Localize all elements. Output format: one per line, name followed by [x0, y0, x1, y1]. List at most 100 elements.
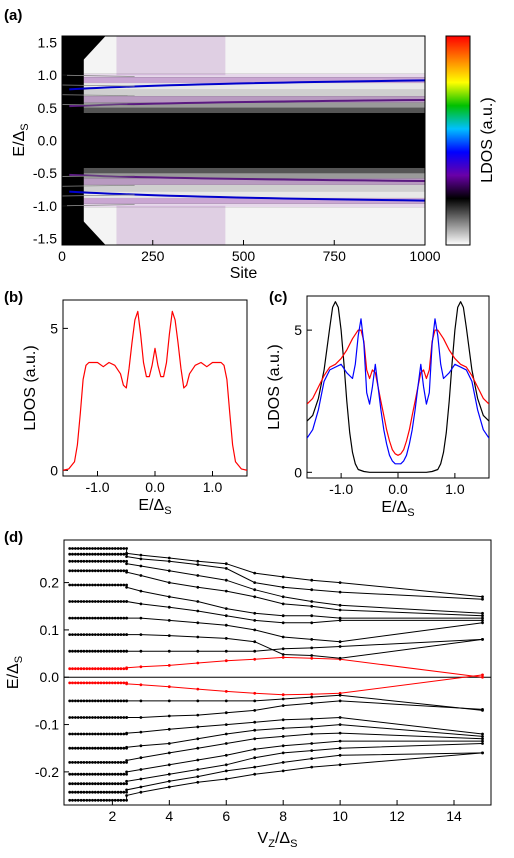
level-point — [125, 551, 128, 555]
level-point — [338, 603, 342, 607]
level-point — [338, 693, 342, 697]
level-point — [96, 667, 100, 671]
level-point — [281, 735, 285, 738]
level-point — [88, 583, 91, 587]
level-point — [125, 794, 128, 797]
level-point — [119, 600, 123, 603]
level-point — [139, 790, 143, 794]
x-tick-label: 0 — [58, 248, 66, 264]
level-point — [88, 699, 91, 703]
level-point — [111, 569, 114, 573]
y-tick-label: -0.1 — [35, 717, 59, 733]
level-point — [96, 746, 100, 750]
level-point — [125, 616, 128, 620]
level-point — [125, 666, 128, 670]
level-point — [125, 699, 128, 703]
level-point — [111, 782, 114, 786]
level-point — [310, 600, 314, 603]
level-point — [76, 633, 80, 636]
level-point — [119, 649, 123, 653]
level-point — [71, 782, 74, 786]
level-point — [74, 790, 77, 794]
level-point — [125, 731, 128, 735]
level-line-4 — [69, 601, 483, 624]
level-point — [85, 716, 89, 719]
heatmap-energy-strip — [83, 184, 425, 192]
level-point — [76, 547, 80, 550]
level-point — [196, 699, 200, 703]
level-point — [119, 772, 123, 776]
level-point — [310, 654, 314, 657]
level-point — [74, 761, 77, 764]
level-point — [88, 547, 91, 550]
level-point — [139, 777, 143, 781]
level-point — [113, 569, 117, 573]
level-point — [82, 761, 86, 764]
level-point — [281, 761, 285, 764]
level-point — [76, 600, 80, 603]
y-tick-label: 0 — [294, 464, 302, 480]
level-point — [113, 699, 117, 703]
level-point — [76, 761, 80, 764]
level-point — [99, 681, 103, 685]
level-point — [71, 600, 74, 603]
level-point — [338, 581, 342, 584]
level-point — [91, 681, 94, 685]
level-point — [310, 621, 314, 625]
level-point — [167, 559, 171, 563]
x-tick-label: 2 — [108, 808, 116, 824]
level-point — [111, 681, 114, 685]
y-tick-label: -0.2 — [35, 764, 59, 780]
level-point — [85, 699, 89, 703]
level-point — [102, 569, 106, 573]
level-point — [68, 772, 72, 776]
level-point — [113, 649, 117, 653]
level-point — [88, 559, 91, 563]
level-point — [68, 699, 72, 703]
level-point — [281, 693, 285, 697]
level-point — [113, 552, 117, 556]
level-point — [85, 761, 89, 764]
panel-d-energy-spectrum: 2 4 6 8 10 12 140.20.10.0-0.1-0.2VZ/ΔSE/ΔS — [5, 539, 492, 850]
level-point — [338, 739, 342, 743]
level-point — [125, 585, 128, 589]
level-point — [99, 547, 103, 550]
level-point — [79, 667, 83, 671]
heatmap-band-line — [69, 190, 425, 202]
level-point — [119, 681, 123, 685]
level-point — [196, 621, 200, 625]
level-point — [108, 547, 111, 550]
level-point — [224, 567, 228, 570]
y-tick-label: 0.0 — [40, 669, 60, 685]
level-point — [119, 583, 123, 587]
level-point — [91, 772, 94, 776]
level-point — [82, 699, 86, 703]
level-point — [105, 782, 109, 786]
level-point — [125, 770, 128, 774]
level-point — [93, 569, 97, 573]
level-point — [71, 649, 74, 653]
level-point — [91, 798, 94, 802]
level-point — [102, 732, 106, 736]
level-point — [99, 772, 103, 776]
level-point — [281, 744, 285, 748]
level-point — [88, 681, 91, 685]
level-point — [82, 569, 86, 573]
level-point — [116, 681, 120, 685]
level-point — [253, 649, 257, 653]
heatmap-energy-strip — [83, 96, 425, 103]
level-point — [76, 552, 80, 556]
level-point — [68, 782, 72, 786]
level-point — [105, 699, 109, 703]
level-point — [139, 589, 143, 593]
level-point — [88, 798, 91, 802]
level-point — [167, 581, 171, 584]
level-point — [196, 649, 200, 653]
level-point — [96, 798, 100, 802]
level-point — [91, 649, 94, 653]
level-point — [68, 552, 72, 556]
level-point — [79, 559, 83, 563]
level-line-6 — [69, 570, 483, 617]
level-point — [96, 649, 100, 653]
level-point — [79, 547, 83, 550]
